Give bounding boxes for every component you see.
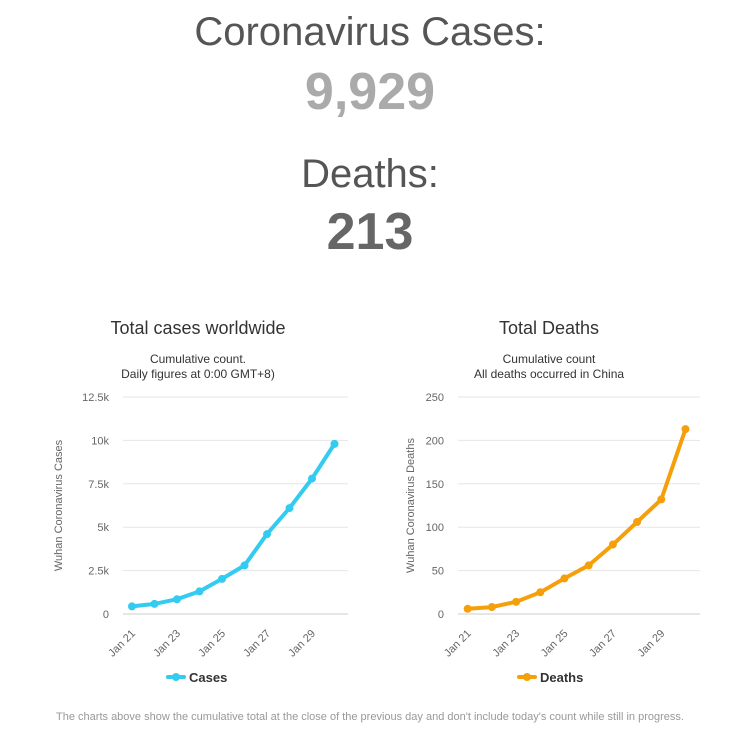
deaths-chart-x-tick-label: Jan 27 <box>587 628 619 660</box>
deaths-chart-y-tick-label: 250 <box>426 392 444 404</box>
cases-title: Coronavirus Cases: <box>194 10 546 54</box>
cases-chart-y-tick-label: 2.5k <box>88 566 109 578</box>
cases-chart-series-line <box>130 441 337 609</box>
cases-chart-x-tick-label: Jan 27 <box>241 628 273 660</box>
cases-chart-data-point <box>330 439 339 448</box>
cases-chart-y-tick-label: 5k <box>97 522 109 534</box>
deaths-chart-data-point <box>584 561 593 570</box>
cases-chart-x-tick-label: Jan 25 <box>196 628 228 660</box>
cases-chart-y-axis-label: Wuhan Coronavirus Cases <box>53 439 65 571</box>
deaths-chart-x-tick-label: Jan 21 <box>442 628 474 660</box>
cases-chart-data-point <box>128 602 136 611</box>
deaths-chart-legend-marker[interactable] <box>523 673 531 681</box>
deaths-title: Deaths: <box>301 152 439 196</box>
deaths-chart-y-tick-label: 0 <box>438 609 444 621</box>
deaths-chart-y-tick-label: 50 <box>432 566 444 578</box>
cases-chart-data-point <box>240 561 249 570</box>
deaths-chart-x-tick-label: Jan 25 <box>539 628 571 660</box>
deaths-chart-data-point <box>681 425 690 434</box>
cases-chart-subtitle-line: Cumulative count. <box>150 352 246 366</box>
cases-chart-data-point <box>195 587 204 596</box>
deaths-value: 213 <box>326 203 414 261</box>
cases-chart-y-tick-label: 12.5k <box>82 392 109 404</box>
deaths-chart-data-point <box>536 588 545 597</box>
cases-chart-x-tick-label: Jan 21 <box>106 628 138 660</box>
deaths-chart-y-tick-label: 150 <box>426 479 444 491</box>
cases-chart-legend-label[interactable]: Cases <box>189 670 227 685</box>
deaths-chart-title: Total Deaths <box>499 318 599 338</box>
deaths-chart-subtitle-line: Cumulative count <box>503 352 596 366</box>
footnote: The charts above show the cumulative tot… <box>56 711 684 723</box>
cases-chart-y-tick-label: 7.5k <box>88 479 109 491</box>
deaths-chart-y-axis-label: Wuhan Coronavirus Deaths <box>405 438 417 573</box>
deaths-chart-y-tick-label: 200 <box>426 435 444 447</box>
deaths-chart-data-point <box>633 517 642 526</box>
deaths-chart-subtitle-line: All deaths occurred in China <box>474 367 624 381</box>
deaths-chart-data-point <box>560 574 569 583</box>
deaths-chart-y-tick-label: 100 <box>426 522 444 534</box>
cases-chart-y-tick-label: 10k <box>91 435 109 447</box>
cases-chart-x-tick-label: Jan 29 <box>286 628 318 660</box>
cases-value: 9,929 <box>304 63 436 121</box>
deaths-chart-legend-label[interactable]: Deaths <box>540 670 583 685</box>
cases-chart-y-tick-label: 0 <box>103 609 109 621</box>
deaths-chart-x-tick-label: Jan 23 <box>490 628 522 660</box>
deaths-chart-data-point <box>512 597 521 606</box>
cases-chart-data-point <box>263 530 271 539</box>
deaths-chart-data-point <box>463 604 472 613</box>
deaths-chart-data-point <box>487 603 496 612</box>
cases-chart-data-point <box>218 574 226 583</box>
cases-chart-data-point <box>150 599 159 608</box>
cases-chart-legend-marker[interactable] <box>172 673 180 681</box>
cases-chart-data-point <box>285 504 294 513</box>
cases-chart-x-tick-label: Jan 23 <box>151 628 183 660</box>
cases-chart-subtitle-line: Daily figures at 0:00 GMT+8) <box>121 367 275 381</box>
deaths-chart-data-point <box>608 540 617 549</box>
cases-chart-data-point <box>173 595 181 604</box>
cases-chart-data-point <box>308 474 316 483</box>
deaths-chart-x-tick-label: Jan 29 <box>636 628 668 660</box>
cases-chart-title: Total cases worldwide <box>110 318 285 338</box>
deaths-chart-series-line <box>465 427 688 611</box>
deaths-chart-data-point <box>657 495 666 504</box>
